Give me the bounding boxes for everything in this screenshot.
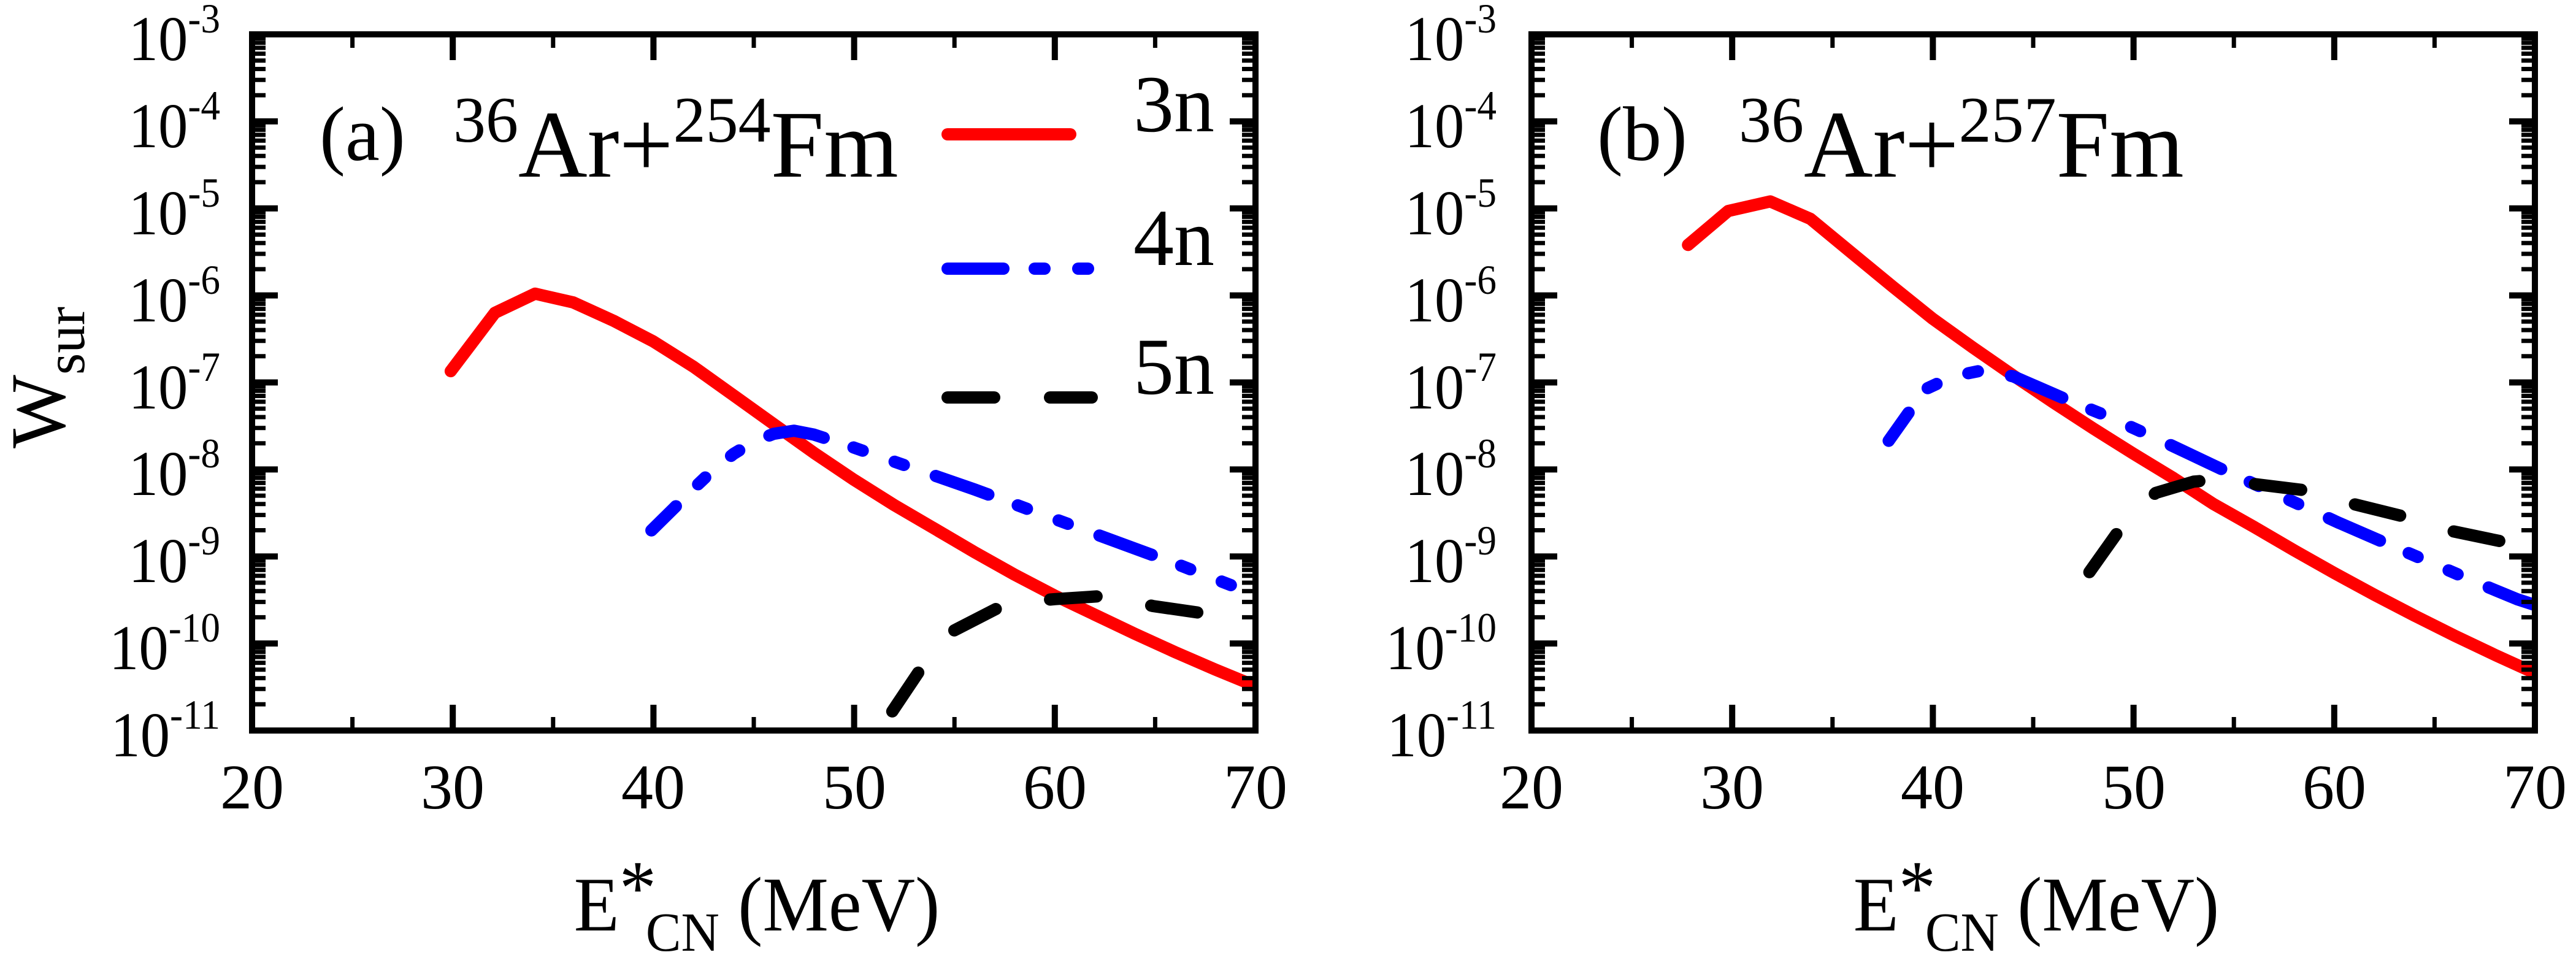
svg-text:10-11: 10-11 [1387,692,1497,770]
svg-text:10-8: 10-8 [1405,431,1497,509]
svg-text:70: 70 [2503,752,2567,823]
svg-text:60: 60 [1023,752,1087,823]
svg-text:70: 70 [1224,752,1287,823]
svg-text:(a): (a) [320,92,405,177]
svg-text:10-4: 10-4 [129,83,220,161]
svg-text:(b): (b) [1597,92,1687,177]
svg-text:20: 20 [220,752,284,823]
svg-text:4n: 4n [1133,193,1214,283]
svg-text:60: 60 [2302,752,2366,823]
svg-text:36Ar+257Fm: 36Ar+257Fm [1739,84,2184,198]
svg-text:40: 40 [1901,752,1965,823]
svg-text:30: 30 [1700,752,1764,823]
svg-text:10-8: 10-8 [129,431,220,509]
svg-text:50: 50 [2102,752,2166,823]
svg-text:5n: 5n [1133,321,1214,412]
svg-text:50: 50 [822,752,886,823]
svg-text:30: 30 [421,752,485,823]
svg-text:40: 40 [621,752,685,823]
svg-text:3n: 3n [1133,59,1214,149]
svg-text:20: 20 [1500,752,1563,823]
svg-text:36Ar+254Fm: 36Ar+254Fm [453,84,899,198]
svg-text:10-3: 10-3 [1405,0,1497,74]
